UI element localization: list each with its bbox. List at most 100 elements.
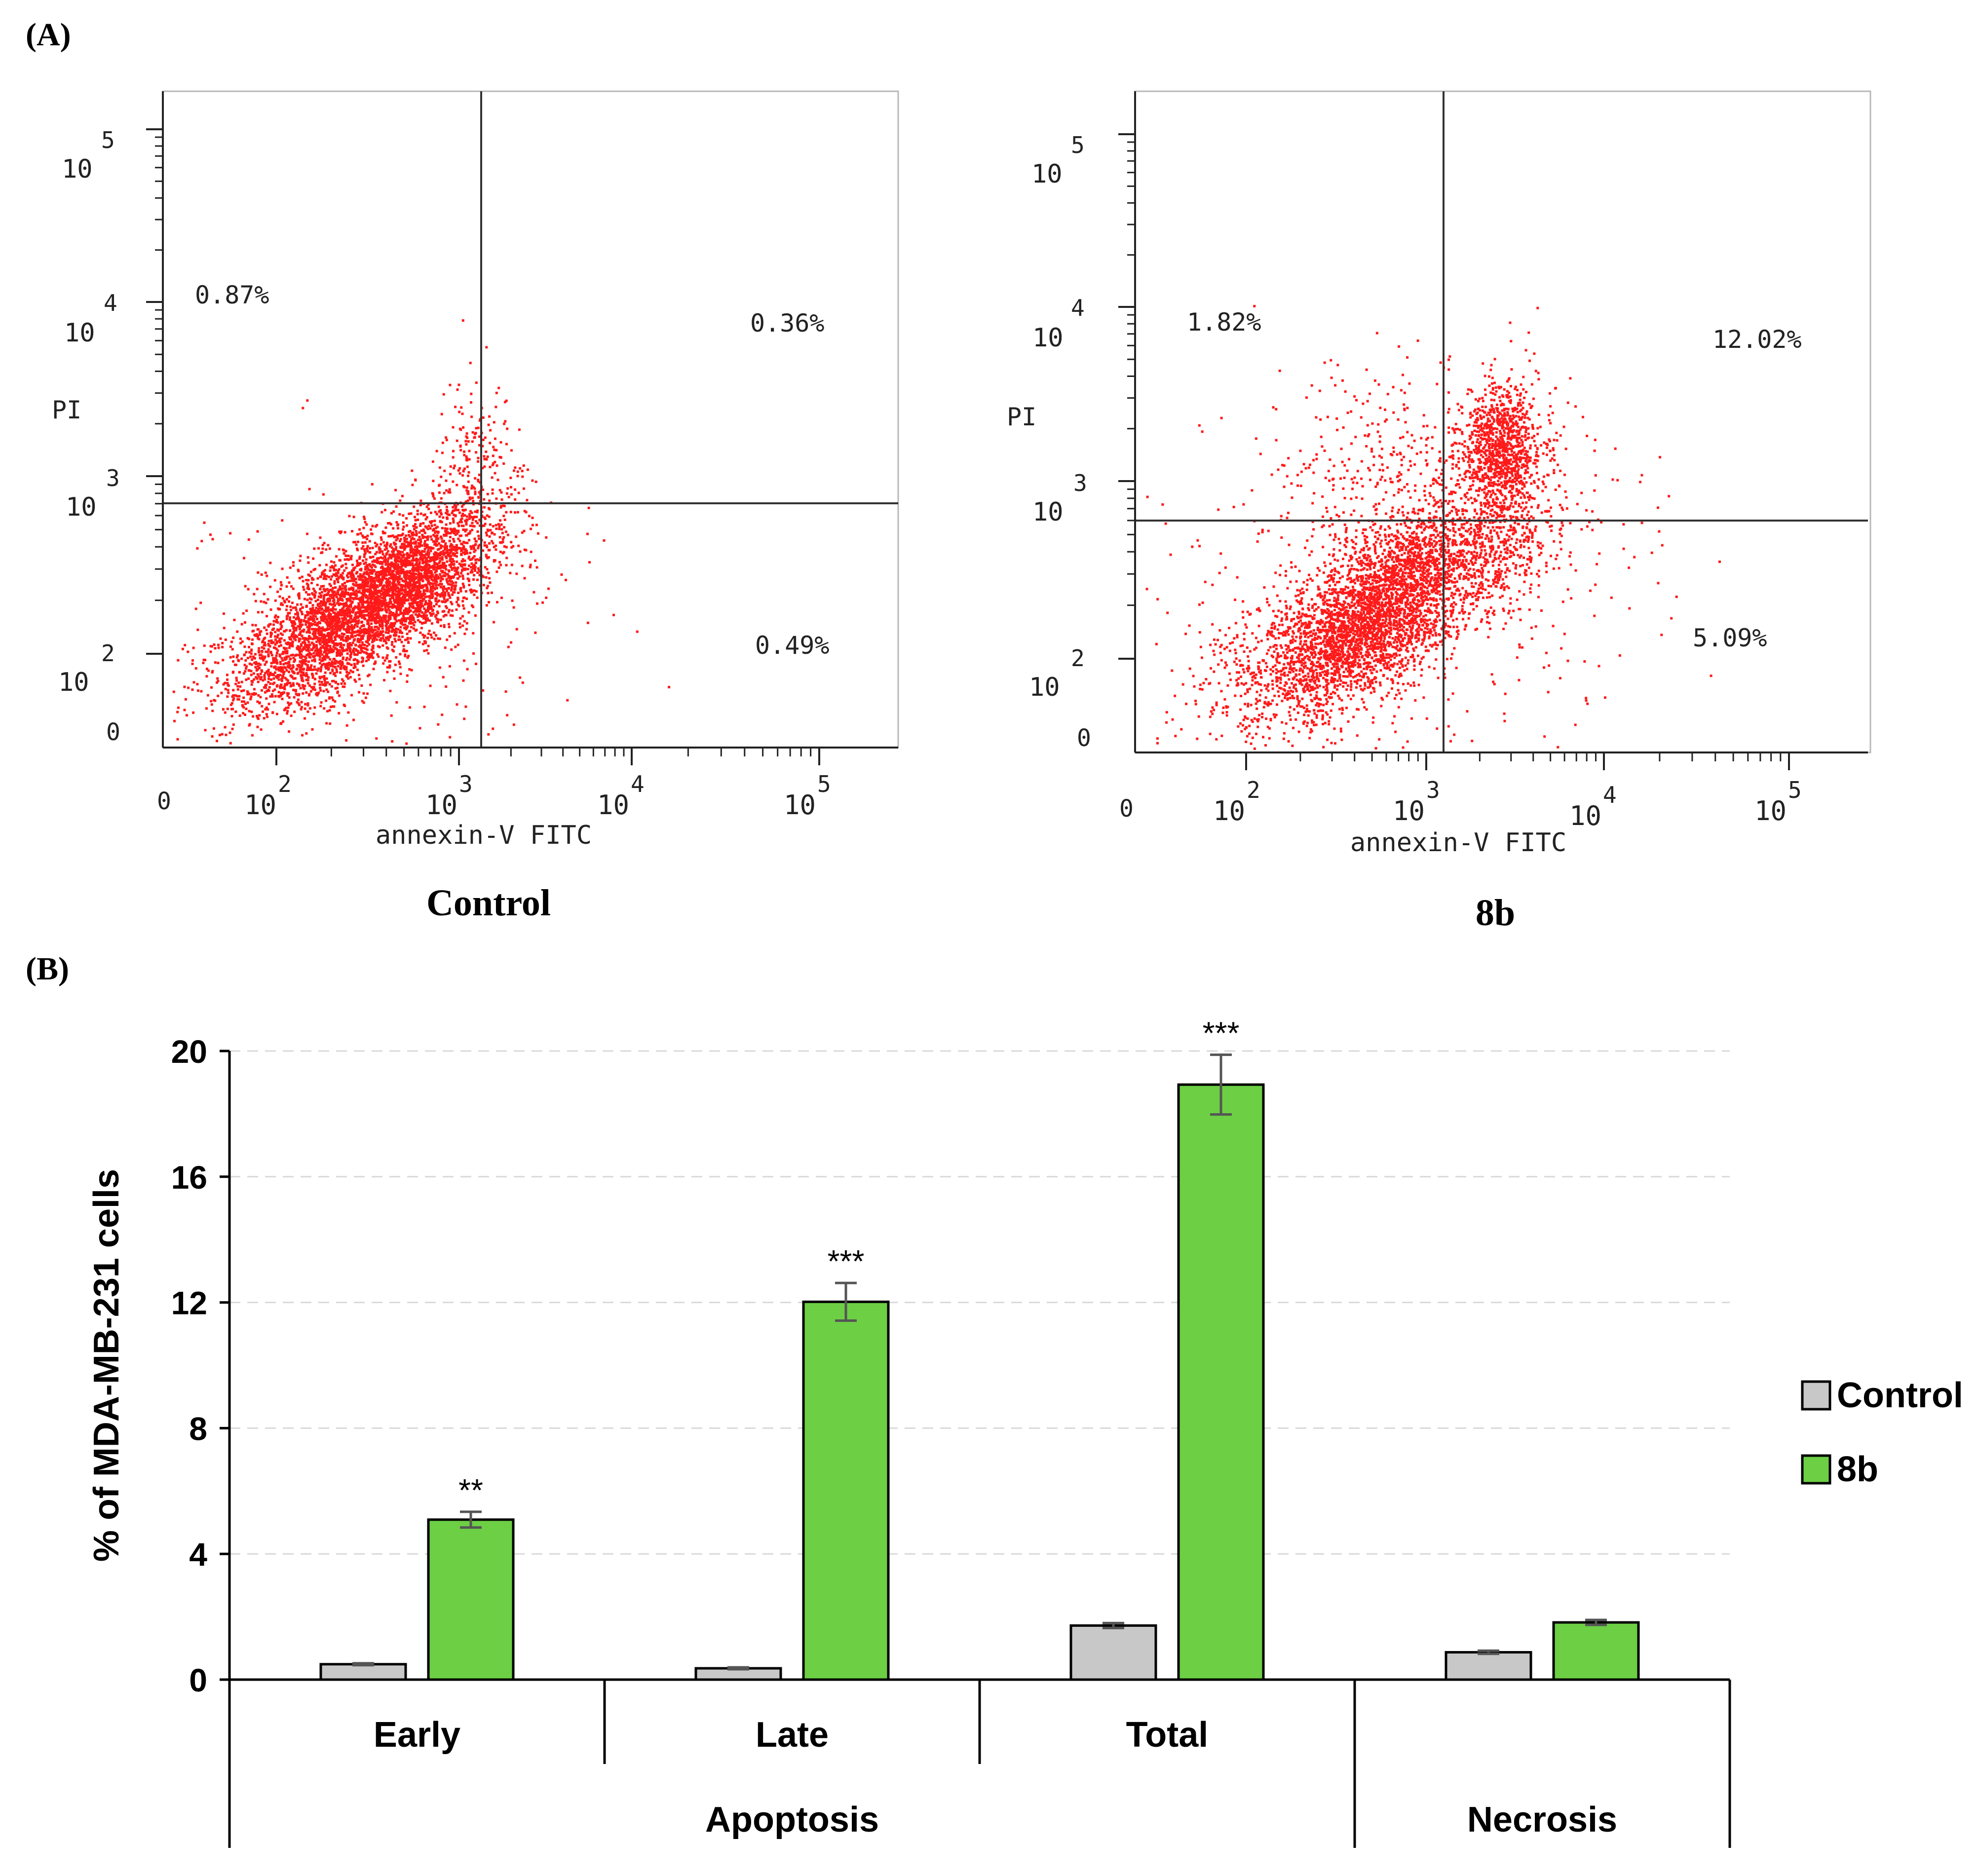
scatter-dot xyxy=(452,576,455,579)
scatter-dot xyxy=(259,657,262,660)
scatter-dot xyxy=(365,601,368,604)
scatter-dot xyxy=(393,631,396,634)
scatter-dot xyxy=(461,615,464,618)
scatter-dot xyxy=(388,590,391,593)
scatter-dot xyxy=(361,616,364,619)
scatter-dot xyxy=(340,593,343,596)
scatter-dot xyxy=(373,637,376,640)
scatter-dot xyxy=(303,660,306,663)
scatter-dot xyxy=(386,584,389,587)
scatter-dot xyxy=(301,606,304,609)
scatter-dot xyxy=(419,600,422,603)
scatter-dot xyxy=(516,475,519,478)
scatter-dot xyxy=(276,616,279,618)
scatter-dot xyxy=(367,582,370,585)
scatter-dot xyxy=(463,467,466,470)
scatter-dot xyxy=(378,599,380,601)
scatter-dot xyxy=(322,598,325,601)
scatter-dot xyxy=(523,577,526,580)
scatter-dot xyxy=(384,605,387,608)
scatter-dot xyxy=(391,570,394,573)
scatter-dot xyxy=(416,615,419,618)
scatter-dot xyxy=(279,661,282,664)
scatter-dot xyxy=(391,640,394,643)
scatter-dot xyxy=(325,677,328,680)
scatter-dot xyxy=(373,577,376,580)
scatter-dot xyxy=(342,614,345,617)
scatter-dot xyxy=(306,702,309,705)
scatter-dot xyxy=(414,597,417,600)
scatter-dot xyxy=(348,599,351,601)
scatter-dot xyxy=(326,588,329,591)
scatter-dot xyxy=(392,605,395,607)
scatter-dot xyxy=(413,594,416,597)
scatter-dot xyxy=(456,643,459,646)
scatter-dot xyxy=(333,615,336,618)
scatter-dot xyxy=(353,638,356,641)
scatter-dot xyxy=(406,570,409,573)
scatter-dot xyxy=(398,591,401,594)
scatter-dot xyxy=(418,582,421,585)
scatter-dot xyxy=(383,659,386,662)
scatter-dot xyxy=(343,617,346,620)
scatter-dot xyxy=(422,589,425,592)
scatter-dot xyxy=(389,626,392,629)
scatter-dot xyxy=(428,552,431,555)
scatter-dot xyxy=(373,560,376,563)
scatter-dot xyxy=(349,595,352,598)
scatter-dot xyxy=(362,664,365,667)
scatter-dot xyxy=(304,621,307,624)
scatter-dot xyxy=(417,591,420,594)
scatter-dot xyxy=(294,629,297,632)
scatter-dot xyxy=(399,546,402,549)
scatter-dot xyxy=(369,569,372,572)
scatter-dot xyxy=(485,555,488,558)
scatter-dot xyxy=(270,693,273,696)
scatter-dot xyxy=(406,545,409,548)
scatter-dot xyxy=(337,682,340,685)
scatter-dot xyxy=(343,685,346,688)
scatter-dot xyxy=(242,672,245,675)
scatter-dot xyxy=(279,623,282,626)
scatter-dot xyxy=(244,713,246,716)
scatter-dot xyxy=(372,650,375,653)
scatter-dot xyxy=(383,617,386,620)
scatter-dot xyxy=(235,676,238,679)
scatter-dot xyxy=(406,633,409,636)
scatter-dot xyxy=(362,536,365,539)
scatter-dot xyxy=(316,612,319,615)
scatter-dot xyxy=(409,593,412,596)
scatter-dot xyxy=(450,587,453,590)
scatter-dot xyxy=(310,641,313,644)
scatter-dot xyxy=(367,568,370,571)
scatter-dot xyxy=(408,512,411,515)
scatter-dot xyxy=(282,646,285,649)
scatter-dot xyxy=(365,614,368,617)
scatter-dot xyxy=(318,683,321,686)
scatter-dot xyxy=(322,638,325,640)
scatter-dot xyxy=(358,591,361,594)
scatter-dot xyxy=(405,517,408,520)
scatter-dot xyxy=(235,656,238,659)
scatter-dot xyxy=(406,577,409,580)
scatter-dot xyxy=(397,581,400,584)
scatter-dot xyxy=(329,636,332,638)
scatter-dot xyxy=(311,688,314,691)
scatter-dot xyxy=(364,561,367,564)
scatter-dot xyxy=(387,568,390,570)
scatter-dot xyxy=(449,536,452,538)
scatter-dot xyxy=(438,562,441,564)
scatter-dot xyxy=(477,534,480,537)
scatter-dot xyxy=(342,679,345,682)
scatter-dot xyxy=(341,591,343,594)
scatter-dot xyxy=(461,560,464,563)
scatter-dot xyxy=(391,534,394,537)
scatter-dot xyxy=(395,586,398,589)
scatter-dot xyxy=(535,524,538,526)
scatter-dot xyxy=(376,574,379,577)
scatter-dot xyxy=(330,685,333,688)
scatter-dot xyxy=(329,566,332,569)
scatter-dot xyxy=(290,634,293,637)
scatter-dot xyxy=(408,578,411,580)
scatter-dot xyxy=(324,569,327,572)
